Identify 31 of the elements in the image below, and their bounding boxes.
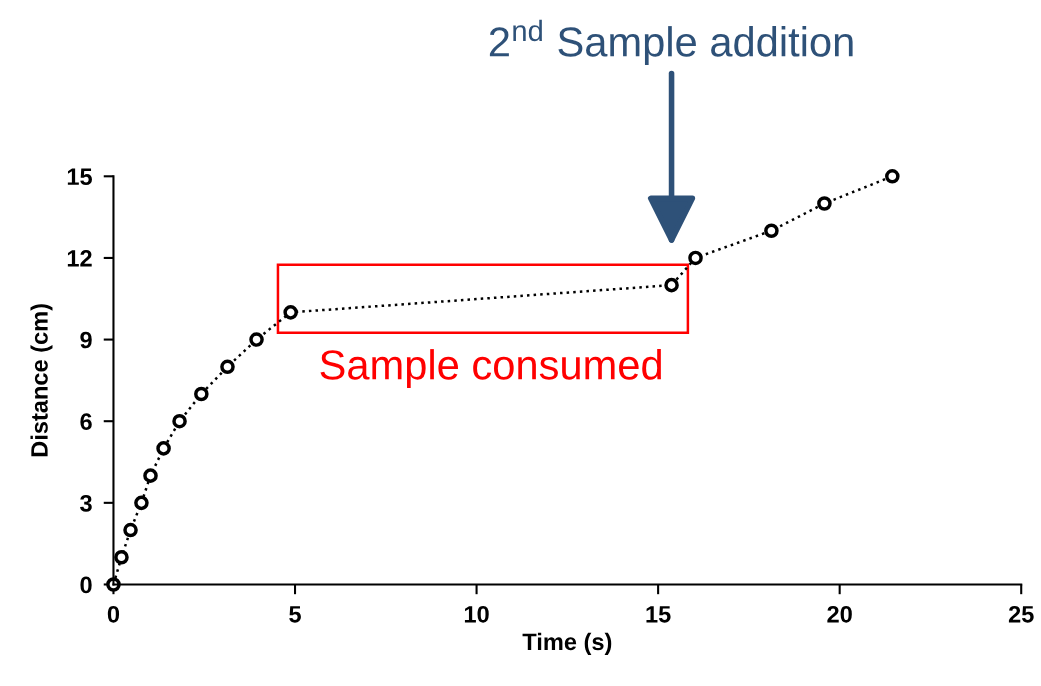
x-tick-label: 15	[646, 606, 671, 623]
x-tick-label: 5	[289, 606, 301, 623]
text: 2$^{nd}$ Sample addition	[489, 19, 853, 65]
x-tick-label: 20	[827, 605, 852, 623]
point	[283, 305, 298, 320]
point	[156, 441, 171, 456]
point	[123, 522, 138, 538]
annotation: Sample consumed	[320, 349, 661, 388]
point	[194, 386, 209, 402]
y-tick-label: 12	[67, 250, 92, 267]
y-axis-title: Distance (cm)	[30, 304, 53, 457]
y-tick-label: 15	[67, 168, 92, 186]
x-tick-label: 10	[464, 605, 489, 623]
y-tick-label: 6	[80, 413, 92, 430]
x-axis-title: Time (s)	[522, 632, 612, 655]
point	[764, 223, 779, 239]
x-tick-label: 25	[1008, 605, 1034, 623]
y-tick-label: 9	[80, 331, 92, 349]
point	[172, 413, 187, 429]
point	[134, 495, 149, 511]
y-tick-label: 0	[80, 576, 92, 594]
point	[220, 359, 235, 375]
x-tick-label: 0	[107, 605, 120, 623]
point	[688, 250, 703, 266]
point	[143, 468, 158, 483]
point	[664, 277, 679, 293]
y-tick-label: 3	[80, 494, 92, 512]
point	[114, 549, 129, 565]
point	[817, 196, 832, 211]
point	[249, 332, 264, 347]
point	[885, 169, 900, 184]
